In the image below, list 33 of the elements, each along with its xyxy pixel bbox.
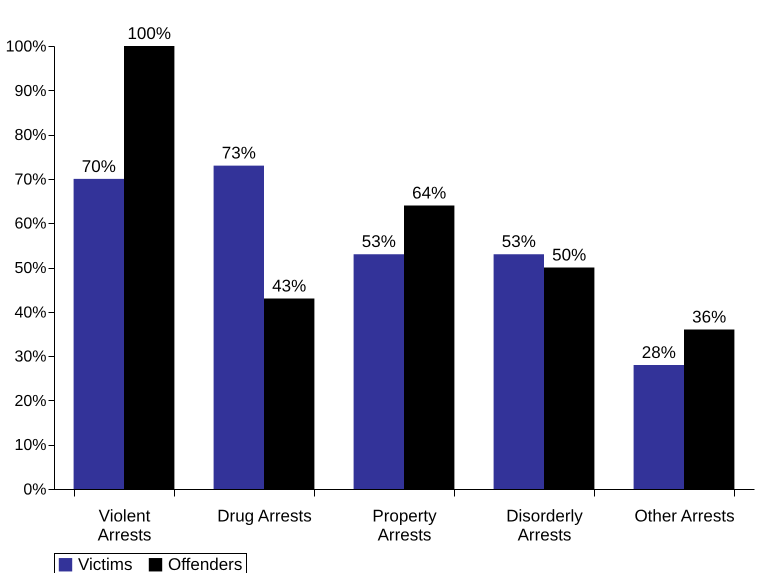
y-tick-label: 30% — [14, 348, 46, 366]
bar — [74, 178, 124, 489]
data-label: 100% — [127, 24, 171, 43]
x-tick-label: Disorderly Arrests — [506, 506, 584, 544]
legend-label: Victims — [78, 554, 132, 573]
x-tick-label: Property Arrests — [372, 506, 438, 544]
y-tick-label: 60% — [14, 216, 46, 233]
x-tick-label: Other Arrests — [634, 506, 735, 526]
y-tick-label: 70% — [14, 171, 46, 188]
x-tick-label: Drug Arrests — [217, 506, 312, 526]
y-tick-label: 90% — [14, 82, 46, 100]
data-label: 53% — [362, 232, 396, 252]
y-tick-label: 40% — [14, 304, 46, 322]
bar — [354, 254, 404, 489]
data-label: 28% — [642, 342, 676, 362]
data-label: 70% — [82, 156, 116, 176]
bar — [214, 166, 264, 489]
data-label: 50% — [552, 246, 586, 264]
legend-label: Offenders — [168, 554, 242, 573]
data-label: 53% — [502, 232, 536, 252]
y-tick-label: 100% — [6, 38, 46, 56]
bar — [634, 364, 684, 489]
y-tick-label: 0% — [23, 482, 46, 498]
data-label: 43% — [272, 276, 306, 296]
y-tick-label: 20% — [14, 392, 46, 410]
y-tick-label: 50% — [14, 260, 46, 277]
data-label: 73% — [222, 144, 256, 163]
bar — [494, 254, 544, 489]
data-label: 36% — [692, 308, 726, 327]
y-tick-label: 10% — [14, 437, 46, 454]
x-tick-label: Violent Arrests — [98, 506, 152, 544]
data-label: 64% — [412, 183, 446, 202]
y-tick-label: 80% — [14, 127, 46, 144]
